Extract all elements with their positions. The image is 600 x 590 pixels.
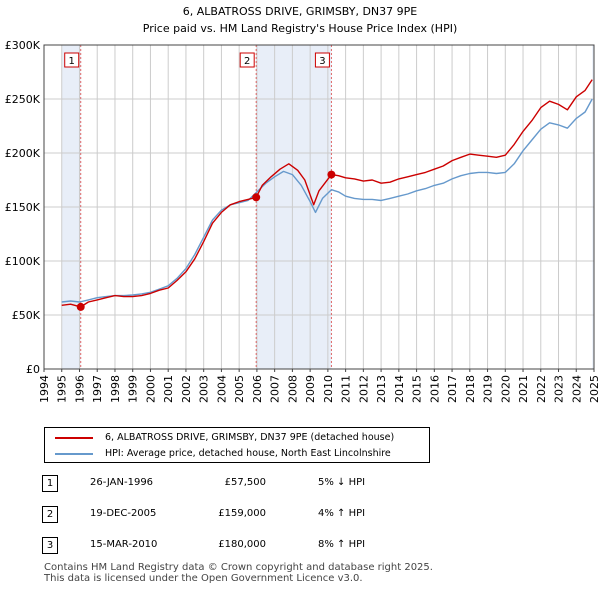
x-tick-label: 2003	[198, 375, 211, 403]
x-tick-label: 2010	[322, 375, 335, 403]
x-tick-label: 2017	[446, 375, 459, 403]
x-tick-label: 2020	[499, 375, 512, 403]
x-tick-label: 1997	[91, 375, 104, 403]
x-tick-label: 2012	[357, 375, 370, 403]
footer-copyright: Contains HM Land Registry data © Crown c…	[44, 562, 433, 573]
legend-swatch-property	[55, 436, 93, 439]
sale-label: 3	[319, 56, 325, 67]
legend-swatch-hpi	[55, 452, 93, 455]
sale-label: 1	[69, 56, 75, 67]
x-tick-label: 1994	[38, 375, 51, 403]
chart-subtitle: Price paid vs. HM Land Registry's House …	[143, 22, 458, 35]
sale-date: 15-MAR-2010	[90, 539, 158, 550]
series-line-hpi	[61, 98, 593, 303]
y-tick-label: £0	[26, 363, 40, 376]
x-tick-label: 2024	[570, 375, 583, 403]
x-tick-label: 2021	[517, 375, 530, 403]
sale-date: 26-JAN-1996	[90, 477, 154, 488]
x-tick-label: 1998	[109, 375, 122, 403]
chart-title: 6, ALBATROSS DRIVE, GRIMSBY, DN37 9PE	[183, 5, 418, 18]
y-tick-label: £250K	[5, 93, 41, 106]
sale-point	[327, 170, 336, 179]
x-tick-label: 2025	[588, 375, 600, 403]
sale-label-box	[314, 52, 330, 68]
x-tick-label: 2011	[340, 375, 353, 403]
legend-label-property: 6, ALBATROSS DRIVE, GRIMSBY, DN37 9PE (d…	[105, 432, 395, 443]
y-tick-label: £100K	[5, 255, 41, 268]
sale-number: 1	[42, 475, 58, 492]
x-tick-label: 1996	[73, 375, 86, 403]
x-tick-label: 1995	[56, 375, 69, 403]
x-tick-label: 2023	[553, 375, 566, 403]
sale-number: 2	[42, 506, 58, 523]
footer: Contains HM Land Registry data © Crown c…	[44, 562, 433, 584]
legend-item-property: 6, ALBATROSS DRIVE, GRIMSBY, DN37 9PE (d…	[55, 432, 394, 443]
sale-price: £57,500	[224, 477, 266, 488]
sale-number: 3	[42, 537, 58, 554]
sale-label-box	[64, 52, 80, 68]
x-tick-label: 2008	[286, 375, 299, 403]
x-tick-label: 2000	[144, 375, 157, 403]
sale-row: 1 26-JAN-1996 £57,500 5% ↓ HPI	[0, 475, 600, 493]
y-tick-label: £300K	[5, 39, 41, 52]
legend-label-hpi: HPI: Average price, detached house, Nort…	[105, 448, 391, 459]
sale-date: 19-DEC-2005	[90, 508, 157, 519]
price-chart: 6, ALBATROSS DRIVE, GRIMSBY, DN37 9PE Pr…	[5, 5, 600, 403]
sale-hpi-diff: 8% ↑ HPI	[318, 539, 366, 550]
y-tick-label: £150K	[5, 201, 41, 214]
x-tick-label: 2002	[180, 375, 193, 403]
sale-price: £180,000	[218, 539, 266, 550]
sale-point	[76, 302, 85, 311]
sale-hpi-diff: 4% ↑ HPI	[318, 508, 366, 519]
x-tick-label: 2004	[215, 375, 228, 403]
series-line-property	[61, 79, 593, 308]
x-tick-label: 2001	[162, 375, 175, 403]
sale-point	[252, 193, 261, 202]
x-tick-label: 2014	[393, 375, 406, 403]
x-tick-label: 2016	[428, 375, 441, 403]
footer-licence: This data is licensed under the Open Gov…	[44, 573, 363, 584]
x-tick-label: 2005	[233, 375, 246, 403]
sale-row: 3 15-MAR-2010 £180,000 8% ↑ HPI	[0, 537, 600, 555]
sale-price: £159,000	[218, 508, 266, 519]
x-tick-label: 2015	[411, 375, 424, 403]
y-tick-label: £200K	[5, 147, 41, 160]
x-tick-label: 2022	[535, 375, 548, 403]
x-tick-label: 1999	[127, 375, 140, 403]
x-tick-label: 2019	[482, 375, 495, 403]
legend-item-hpi: HPI: Average price, detached house, Nort…	[55, 448, 391, 459]
y-tick-label: £50K	[12, 309, 41, 322]
x-tick-label: 2009	[304, 375, 317, 403]
plot-frame	[43, 44, 595, 370]
x-tick-label: 2018	[464, 375, 477, 403]
sale-label: 2	[244, 56, 250, 67]
sale-label-box	[239, 52, 255, 68]
sale-row: 2 19-DEC-2005 £159,000 4% ↑ HPI	[0, 506, 600, 524]
sale-hpi-diff: 5% ↓ HPI	[318, 477, 366, 488]
x-tick-label: 2007	[269, 375, 282, 403]
x-tick-label: 2006	[251, 375, 264, 403]
legend: 6, ALBATROSS DRIVE, GRIMSBY, DN37 9PE (d…	[44, 427, 430, 463]
x-tick-label: 2013	[375, 375, 388, 403]
